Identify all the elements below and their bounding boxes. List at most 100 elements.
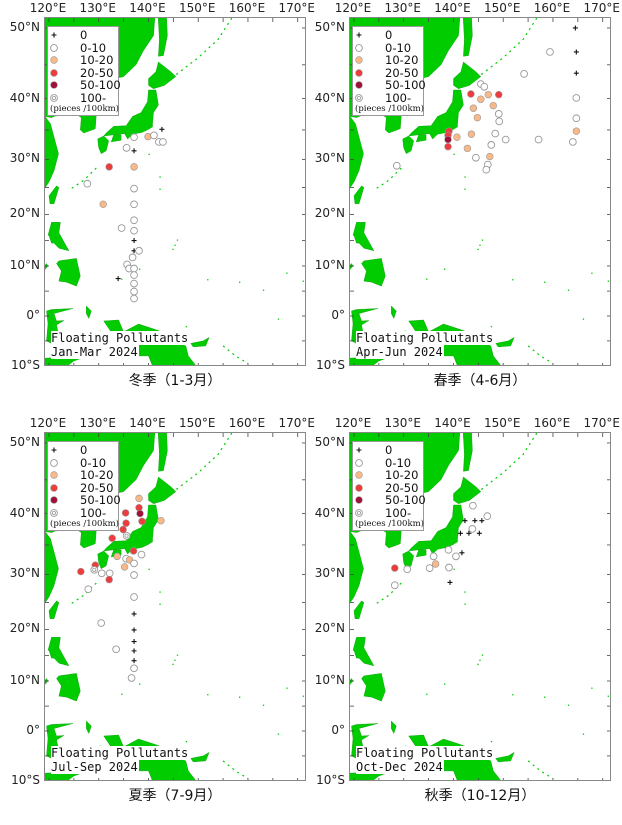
longitude-label: 170°E (278, 1, 315, 15)
observation-point-0-10 (429, 552, 438, 561)
legend-symbol (355, 458, 363, 467)
observation-point-0-10 (572, 94, 581, 102)
legend-label: 0 (385, 443, 393, 457)
latitude-label: 10°S (11, 357, 40, 372)
circle-10-20-icon (355, 56, 363, 64)
land-halmahera (391, 305, 397, 320)
observation-point-0-10 (482, 165, 491, 174)
observation-point-0-10 (520, 70, 528, 78)
small-island (148, 153, 150, 155)
observation-point-0-10 (130, 294, 138, 303)
land-kyushu (402, 550, 414, 569)
legend-symbol (50, 508, 58, 517)
double-ring-icon (355, 508, 363, 517)
observation-point-20-50 (105, 163, 113, 171)
map-panel-3: 120°E 130°E 140°E 150°E 160°E 170°E 50°N 40°N 30… (0, 0, 315, 804)
observation-point-10-20 (572, 127, 581, 135)
legend-label: 0-10 (80, 455, 107, 470)
legend-label: 50-100 (80, 78, 121, 92)
legend-item: 0 (48, 444, 120, 456)
legend-symbol (355, 68, 363, 77)
observation-point-0-10 (425, 564, 434, 572)
observation-point-0-10 (501, 135, 510, 144)
small-island (479, 244, 481, 246)
land-palawan (350, 263, 354, 270)
small-island (479, 659, 481, 661)
season-caption: 春季（4-6月） (433, 373, 527, 389)
latitude-label: 0° (331, 308, 345, 322)
ryukyu-islands (68, 582, 97, 606)
observation-point-0-10 (495, 117, 504, 126)
observation-point-zero (447, 579, 453, 585)
panel-title: Floating Pollutants Oct-Dec 2024 (356, 746, 495, 774)
small-island (262, 289, 265, 291)
small-island (512, 279, 514, 281)
longitude-label: 160°E (228, 416, 266, 430)
legend: 0 0-10 10-20 20-50 50-100 100- (pieces /100km) (47, 26, 121, 116)
land-sakhalin (157, 18, 168, 57)
circle-50-100-icon (50, 496, 58, 504)
latitude-label: 50°N (9, 19, 40, 34)
observation-point-0-10 (130, 216, 138, 225)
plus-icon (51, 447, 57, 453)
legend-symbol (50, 483, 58, 492)
legend-label: 0 (80, 28, 88, 42)
observation-point-10-20 (157, 516, 165, 525)
legend-unit: (pieces /100km) (50, 104, 119, 114)
observation-point-zero (476, 530, 482, 536)
observation-point-10-20 (453, 133, 461, 141)
circle-20-50-icon (355, 68, 363, 77)
legend-label: 0-10 (385, 40, 412, 55)
circle-20-50-icon (50, 483, 58, 492)
observation-point-0-10 (105, 569, 114, 578)
observation-point-10-20 (120, 563, 129, 571)
land-new-britain (495, 751, 515, 763)
small-island (239, 696, 241, 698)
small-island (582, 733, 585, 735)
land-mindanao-visayas (56, 673, 81, 702)
small-island (159, 176, 161, 178)
observation-point-20-50 (121, 509, 130, 517)
circle-20-50-icon (355, 483, 363, 492)
legend-label: 100- (385, 90, 412, 105)
observation-point-20-50 (138, 517, 146, 525)
legend-label: 10-20 (80, 468, 114, 482)
legend-item: 20-50 (48, 482, 120, 494)
legend-label: 10-20 (80, 53, 114, 67)
kuril-islands (480, 433, 538, 490)
legend-label: 10-20 (385, 468, 419, 482)
land-taiwan (353, 600, 365, 620)
small-island (302, 695, 304, 697)
latitude-label: 50°N (314, 19, 345, 34)
legend-item: 100- (353, 92, 425, 104)
land-sakhalin (462, 18, 473, 57)
period-text: Apr-Jun 2024 (356, 345, 444, 359)
observation-point-zero (159, 126, 165, 132)
observation-point-10-20 (477, 95, 485, 103)
latitude-label: 20°N (314, 206, 345, 221)
land-honshu (408, 89, 464, 140)
small-island (477, 248, 479, 251)
small-island (591, 687, 593, 689)
latitude-label: 10°S (11, 772, 40, 787)
land-luzon (352, 637, 375, 667)
land-honshu (408, 504, 464, 555)
small-island (591, 272, 593, 274)
observation-point-0-10 (390, 581, 399, 590)
ryukyu-islands (373, 167, 402, 191)
observation-point-10-20 (135, 494, 143, 503)
longitude-label: 170°E (583, 1, 620, 15)
legend-label: 20-50 (80, 65, 114, 80)
observation-point-zero (462, 518, 468, 524)
latitude-label: 30°N (314, 566, 345, 581)
latitude-label: 40°N (314, 90, 345, 105)
observation-point-0-10 (137, 550, 146, 559)
land-taiwan (353, 185, 365, 205)
land-shikoku (110, 134, 122, 143)
legend-item: 10-20 (353, 469, 425, 481)
legend-symbol (50, 81, 58, 89)
land-kyushu (402, 135, 414, 154)
observation-point-0-10 (452, 552, 460, 561)
small-island (567, 289, 570, 291)
legend-symbol (355, 508, 363, 517)
